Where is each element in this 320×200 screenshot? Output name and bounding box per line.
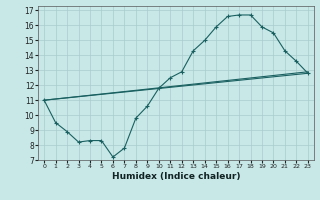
- X-axis label: Humidex (Indice chaleur): Humidex (Indice chaleur): [112, 172, 240, 181]
